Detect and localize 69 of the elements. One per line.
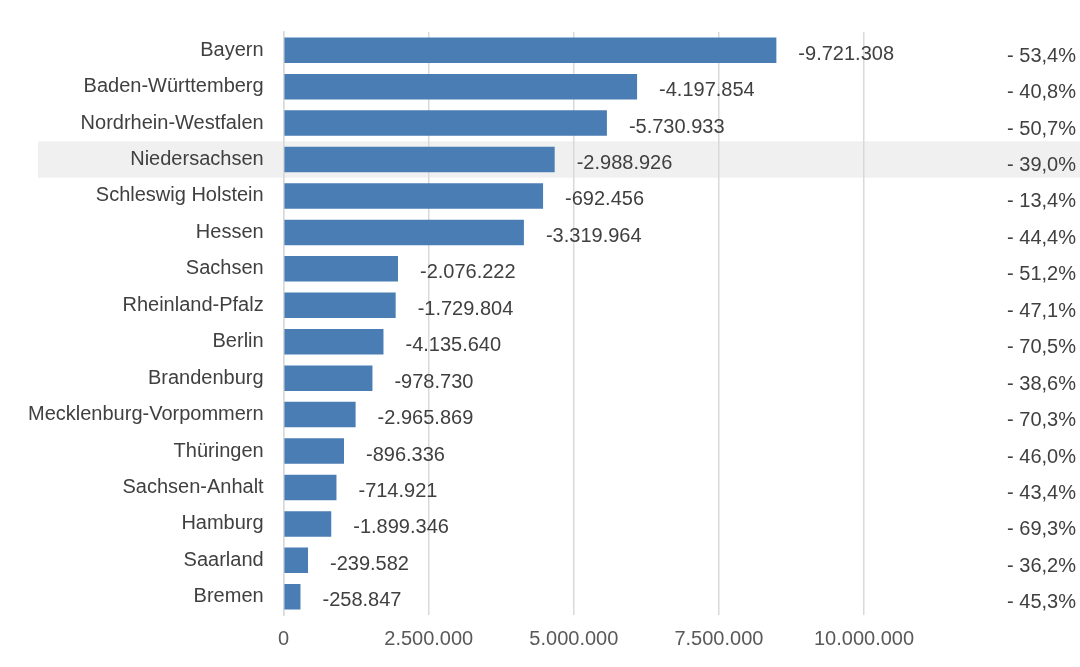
bar (284, 511, 332, 537)
y-tick-label: Rheinland-Pfalz (122, 292, 264, 315)
y-tick-label: Bremen (193, 584, 264, 607)
annotation: -3.319.964 (545, 223, 642, 246)
bar (284, 438, 345, 464)
text: - 44,4% (1007, 225, 1077, 248)
text: - 36,2% (1007, 553, 1077, 576)
annotation: -978.730 (394, 369, 474, 392)
text: - 51,2% (1007, 262, 1077, 285)
y-tick-label: Nordrhein-Westfalen (80, 110, 264, 133)
text: - 43,4% (1007, 480, 1077, 503)
annotation: -1.729.804 (417, 296, 514, 319)
text: - 39,0% (1007, 153, 1077, 176)
text: - 38,6% (1007, 371, 1077, 394)
bar (284, 365, 373, 391)
bar (284, 37, 777, 63)
y-tick-label: Sachsen-Anhalt (122, 474, 265, 497)
y-tick-label: Saarland (183, 547, 264, 570)
x-tick-label: 10.000.000 (813, 626, 915, 649)
annotation: -714.921 (358, 478, 438, 501)
bar (284, 73, 638, 100)
bar (284, 146, 555, 173)
y-tick-label: Mecklenburg-Vorpommern (28, 402, 264, 425)
text: - 53,4% (1007, 43, 1077, 66)
y-tick-label: Baden-Württemberg (83, 74, 264, 97)
annotation: -2.988.926 (576, 151, 673, 174)
bar (284, 474, 337, 501)
bar (284, 328, 384, 355)
annotation: -692.456 (565, 187, 645, 210)
y-tick-label: Berlin (212, 329, 264, 352)
text: - 45,3% (1007, 590, 1077, 613)
y-tick-label: Brandenburg (148, 365, 264, 388)
annotation: -896.336 (366, 442, 445, 465)
bar (284, 256, 398, 282)
y-tick-label: Hamburg (181, 511, 264, 534)
y-tick-label: Schleswig Holstein (95, 183, 264, 206)
bar (284, 292, 396, 319)
annotation: -2.965.869 (377, 406, 474, 429)
text: - 50,7% (1007, 116, 1077, 139)
text: - 47,1% (1007, 298, 1077, 321)
x-tick-label: 0 (278, 626, 290, 649)
annotation: -9.721.308 (798, 41, 895, 64)
bar (284, 219, 524, 246)
x-tick-label: 7.500.000 (674, 626, 764, 649)
bar (284, 110, 607, 136)
bar (284, 547, 309, 574)
text: - 46,0% (1007, 444, 1077, 467)
x-tick-label: 2.500.000 (384, 626, 474, 649)
text: - 70,5% (1007, 335, 1077, 358)
annotation: -1.899.346 (353, 515, 449, 538)
y-tick-label: Niedersachsen (130, 147, 264, 170)
text: - 69,3% (1007, 517, 1077, 540)
y-tick-label: Thüringen (173, 438, 264, 461)
y-tick-label: Bayern (200, 37, 264, 60)
annotation: -4.135.640 (405, 333, 502, 356)
annotation: -5.730.933 (628, 114, 725, 137)
y-tick-label: Sachsen (185, 256, 264, 279)
bar (284, 183, 544, 209)
y-tick-label: Hessen (195, 219, 264, 242)
text: - 13,4% (1007, 189, 1077, 212)
x-tick-label: 5.000.000 (529, 626, 619, 649)
bar (284, 401, 356, 428)
annotation: -258.847 (322, 588, 402, 611)
annotation: -239.582 (330, 551, 409, 574)
bar (284, 584, 301, 610)
annotation: -2.076.222 (419, 260, 516, 283)
text: - 70,3% (1007, 408, 1077, 431)
text: - 40,8% (1007, 80, 1077, 103)
annotation: -4.197.854 (659, 78, 755, 101)
